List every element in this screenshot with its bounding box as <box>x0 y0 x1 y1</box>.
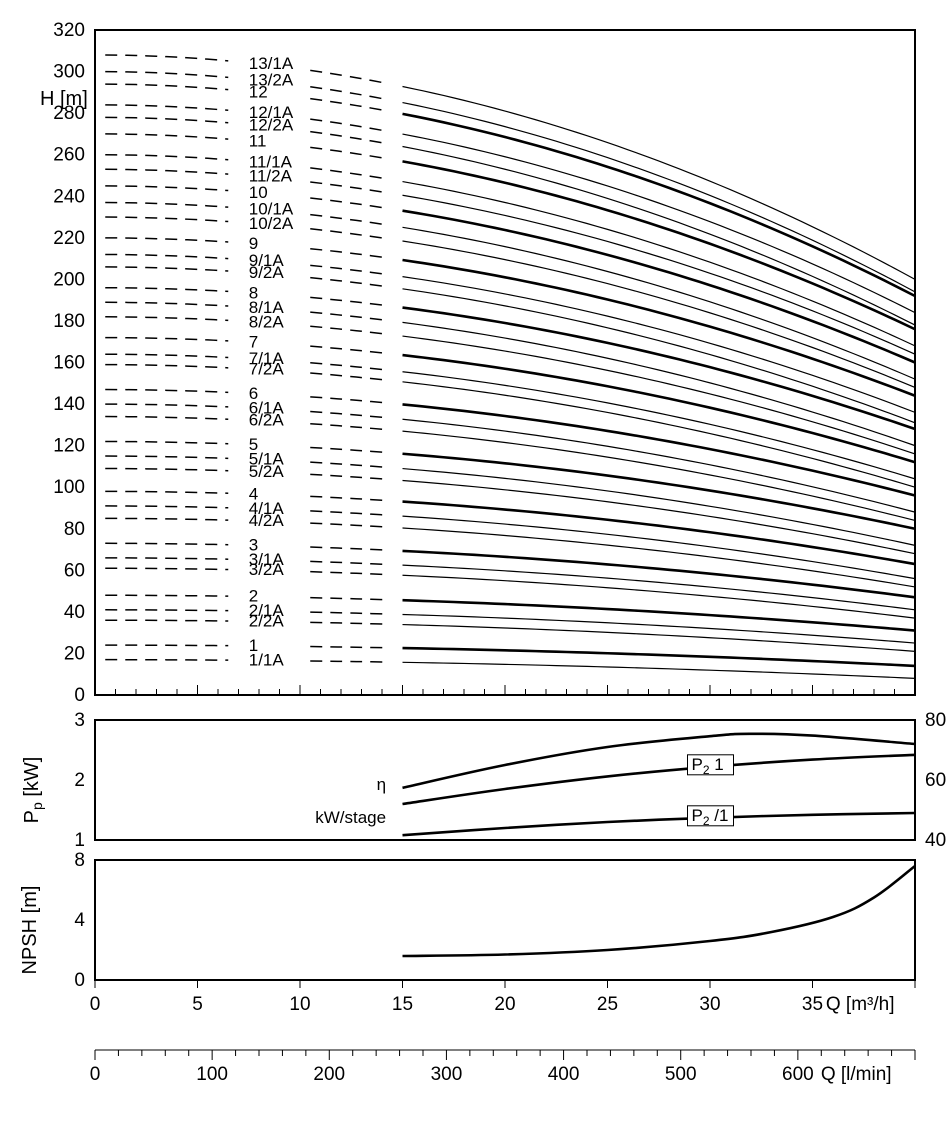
svg-text:12: 12 <box>249 83 268 102</box>
svg-text:NPSH [m]: NPSH [m] <box>19 886 41 975</box>
pump-curve-page: 2040608010012014016018020022024026028030… <box>0 0 946 1126</box>
svg-text:4/2A: 4/2A <box>249 511 285 530</box>
svg-text:Q [m³/h]: Q [m³/h] <box>826 994 895 1015</box>
svg-text:8: 8 <box>74 850 85 871</box>
svg-text:5: 5 <box>192 994 203 1015</box>
svg-text:80: 80 <box>925 710 946 731</box>
svg-text:60: 60 <box>925 770 946 791</box>
svg-text:40: 40 <box>64 602 85 623</box>
svg-text:20: 20 <box>494 994 515 1015</box>
svg-text:40: 40 <box>925 830 946 851</box>
svg-text:2/2A: 2/2A <box>249 611 285 630</box>
svg-text:260: 260 <box>53 145 85 166</box>
svg-text:1: 1 <box>74 830 85 851</box>
svg-text:Q [l/min]: Q [l/min] <box>821 1064 892 1085</box>
svg-text:35: 35 <box>802 994 823 1015</box>
svg-text:100: 100 <box>53 477 85 498</box>
panel-head: 2040608010012014016018020022024026028030… <box>40 20 915 706</box>
svg-text:10: 10 <box>289 994 310 1015</box>
svg-text:20: 20 <box>64 643 85 664</box>
svg-text:2: 2 <box>74 770 85 791</box>
svg-text:8/2A: 8/2A <box>249 312 285 331</box>
svg-text:11: 11 <box>249 132 267 151</box>
svg-text:500: 500 <box>665 1064 697 1085</box>
svg-text:30: 30 <box>699 994 720 1015</box>
svg-text:200: 200 <box>313 1064 345 1085</box>
svg-text:H [m]: H [m] <box>40 88 88 110</box>
svg-text:0: 0 <box>90 994 101 1015</box>
svg-text:140: 140 <box>53 394 85 415</box>
svg-text:0: 0 <box>74 970 85 991</box>
svg-text:7/2A: 7/2A <box>249 359 285 378</box>
svg-text:0: 0 <box>74 685 85 706</box>
svg-text:kW/stage: kW/stage <box>315 808 386 827</box>
svg-text:3/2A: 3/2A <box>249 560 285 579</box>
panel-power-eta: 123406080Pp [kW]η [%]ηkW/stageP2 1P2 /1 <box>21 710 946 851</box>
svg-text:240: 240 <box>53 186 85 207</box>
svg-text:180: 180 <box>53 311 85 332</box>
panel-npsh: 0 4 8 NPSH [m] <box>19 850 915 991</box>
svg-text:220: 220 <box>53 228 85 249</box>
svg-text:6/2A: 6/2A <box>249 411 285 430</box>
svg-text:Pp [kW]: Pp [kW] <box>21 757 45 824</box>
svg-text:3: 3 <box>74 710 85 731</box>
svg-text:4: 4 <box>74 910 85 931</box>
svg-text:η: η <box>377 775 386 794</box>
svg-text:9/2A: 9/2A <box>249 263 285 282</box>
svg-text:120: 120 <box>53 436 85 457</box>
svg-text:100: 100 <box>196 1064 228 1085</box>
svg-text:400: 400 <box>548 1064 580 1085</box>
svg-text:320: 320 <box>53 20 85 41</box>
chart-svg: 2040608010012014016018020022024026028030… <box>0 0 946 1126</box>
svg-text:5/2A: 5/2A <box>249 462 285 481</box>
svg-text:10/2A: 10/2A <box>249 214 294 233</box>
svg-text:P2 /1: P2 /1 <box>692 806 729 828</box>
svg-text:600: 600 <box>782 1064 814 1085</box>
svg-text:160: 160 <box>53 353 85 374</box>
svg-text:1/1A: 1/1A <box>249 650 285 669</box>
svg-text:300: 300 <box>431 1064 463 1085</box>
svg-text:25: 25 <box>597 994 618 1015</box>
svg-text:300: 300 <box>53 62 85 83</box>
svg-text:15: 15 <box>392 994 413 1015</box>
svg-text:0: 0 <box>90 1064 101 1085</box>
svg-text:80: 80 <box>64 519 85 540</box>
svg-text:200: 200 <box>53 269 85 290</box>
svg-text:60: 60 <box>64 560 85 581</box>
